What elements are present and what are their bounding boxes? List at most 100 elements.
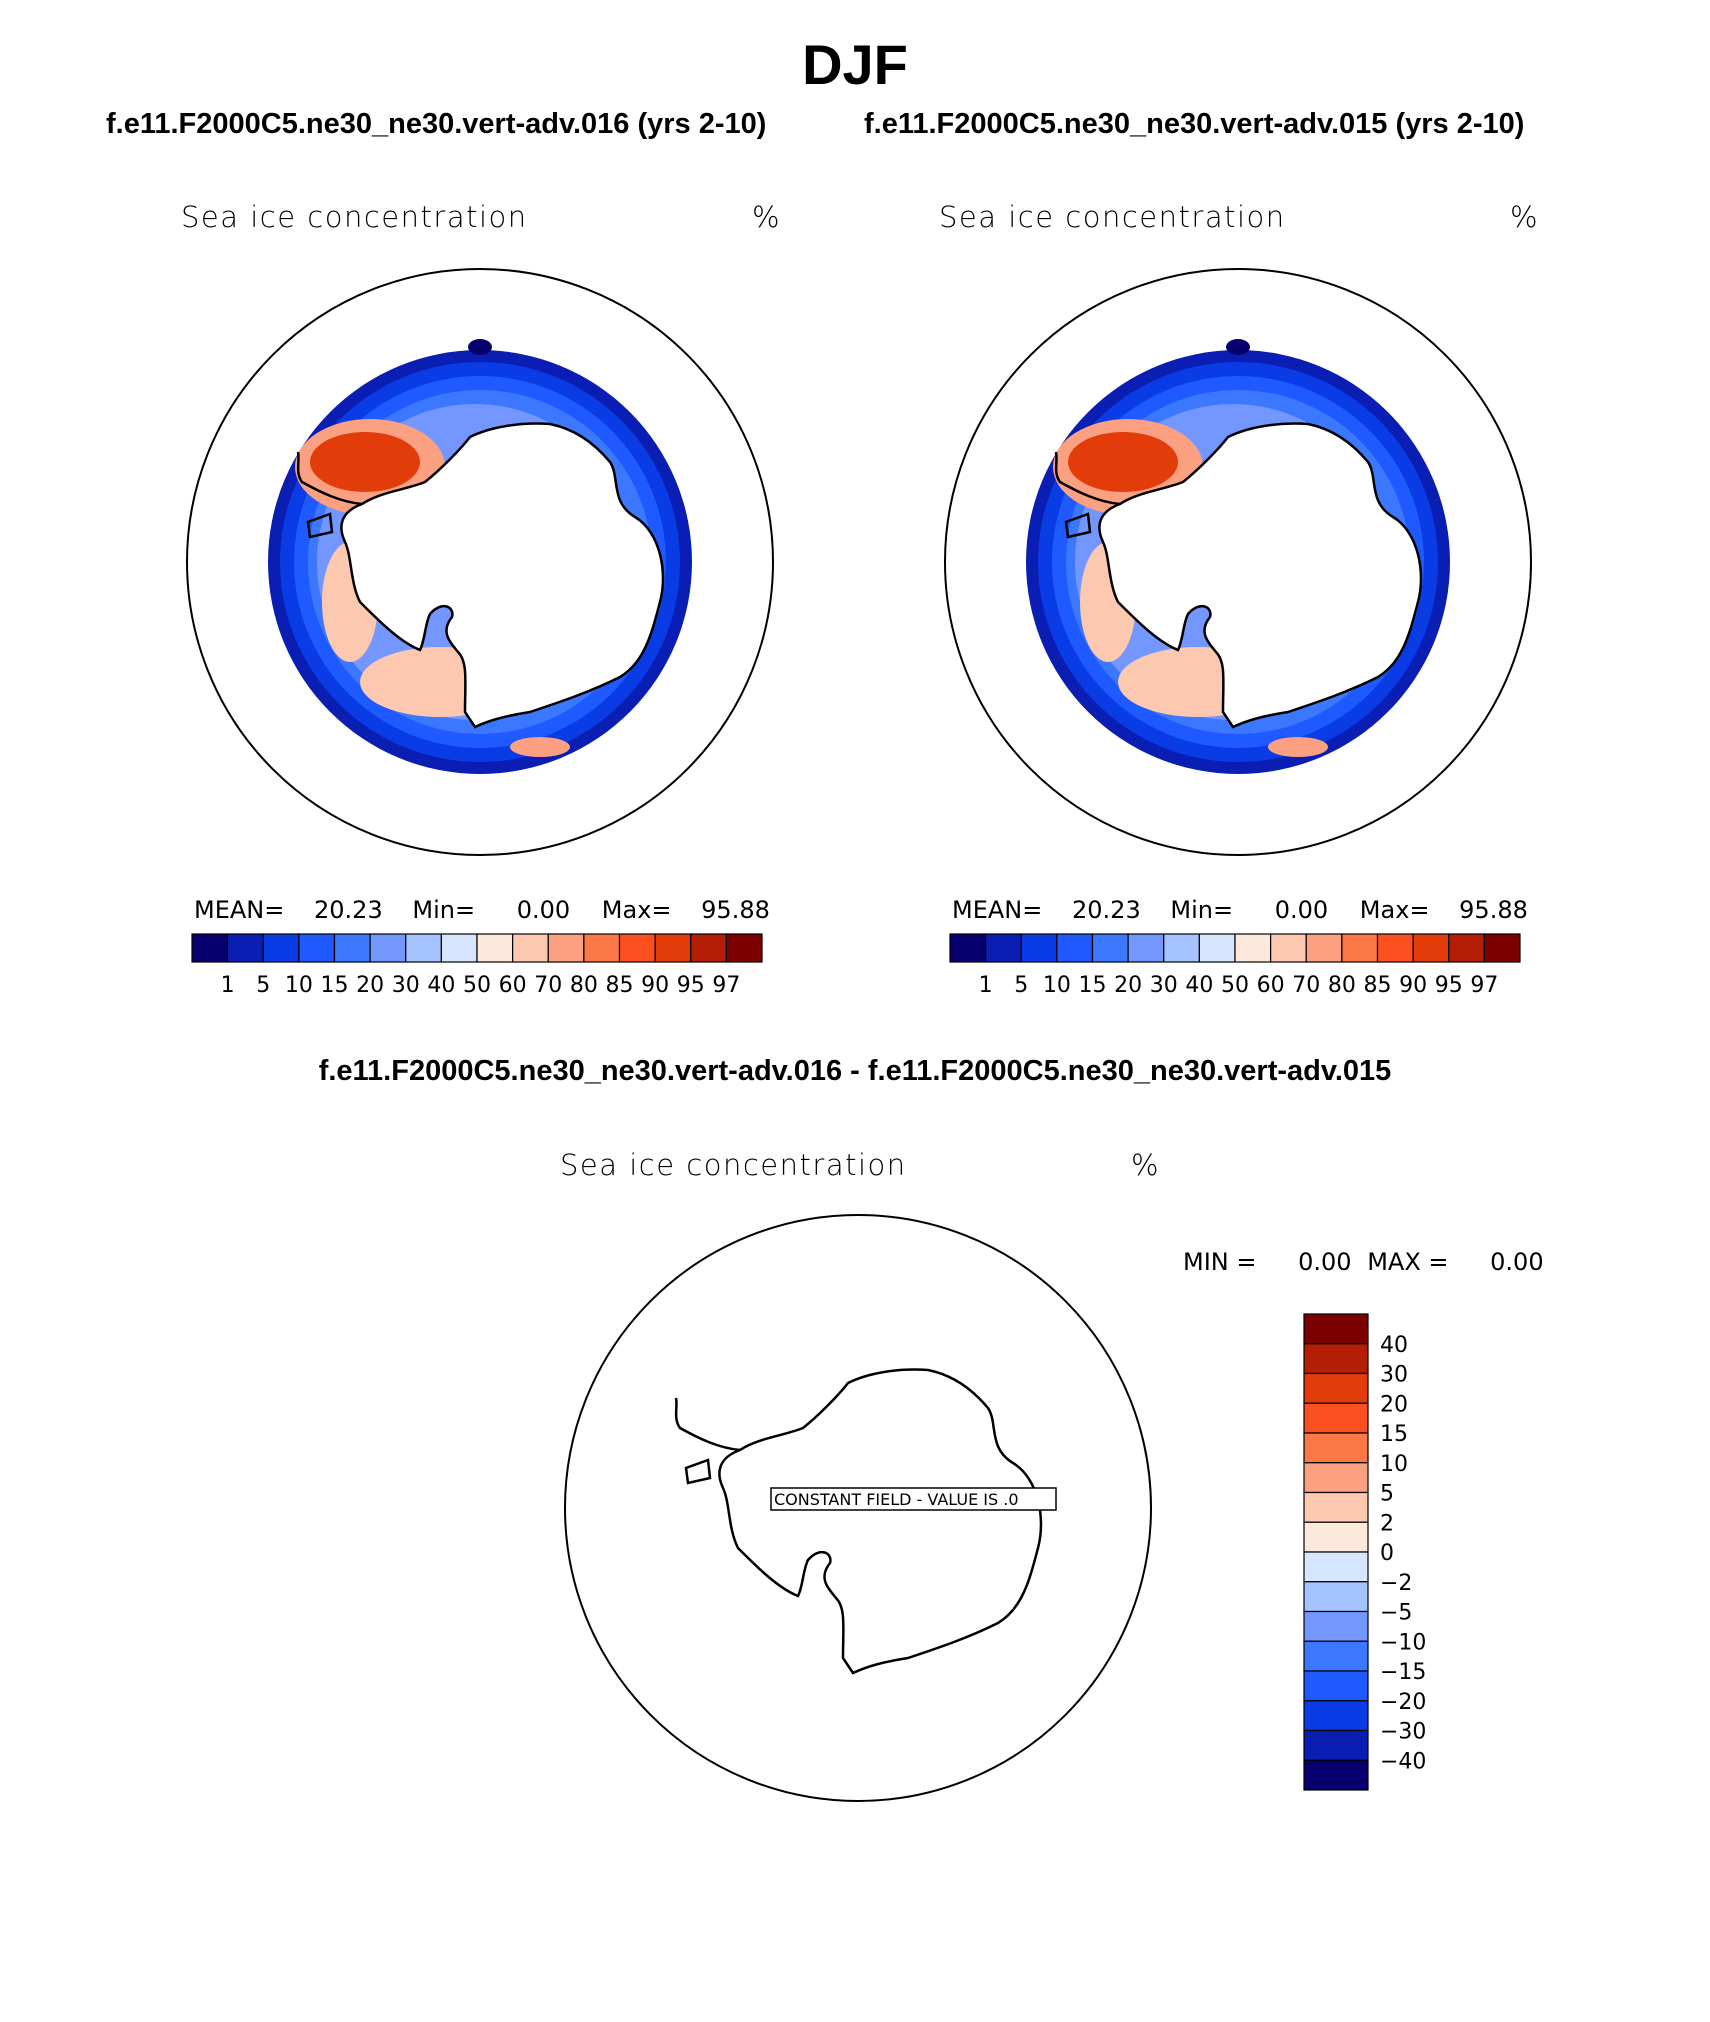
case1-colorbar-swatch	[369, 933, 407, 963]
diff-max-value: 0.00	[1490, 1248, 1544, 1276]
case1-colorbar-tick-label: 97	[712, 973, 740, 998]
case1-min-value: 0.00	[516, 896, 571, 924]
case2-colorbar-swatch	[1127, 933, 1165, 963]
diff-colorbar-tick-label: 30	[1380, 1363, 1408, 1388]
case1-colorbar-swatch	[583, 933, 621, 963]
case2-colorbar-swatch	[1376, 933, 1414, 963]
case2-colorbar-swatch	[1091, 933, 1129, 963]
case2-colorbar-tick-label: 50	[1221, 973, 1249, 998]
case1-colorbar-tick-label: 60	[499, 973, 527, 998]
case1-colorbar-swatch	[512, 933, 549, 963]
diff-min-value: 0.00	[1298, 1248, 1352, 1276]
case2-colorbar: 1 5 10 15 20 30 40 50 60 70 80 85 90 95 97	[949, 933, 1521, 998]
constant-field-box	[770, 1487, 1057, 1511]
case2-colorbar-tick-label: 85	[1364, 973, 1392, 998]
case2-colorbar-tick-label: 90	[1399, 973, 1427, 998]
diff-colorbar-tick-label: −15	[1380, 1660, 1426, 1685]
diff-colorbar-swatch	[1303, 1372, 1369, 1404]
case1-colorbar-swatch	[405, 933, 442, 963]
case2-mean-value: 20.23	[1072, 896, 1141, 924]
case1-stats: MEAN= 20.23 Min= 0.00 Max= 95.88	[194, 896, 770, 924]
case1-colorbar-tick-label: 85	[606, 973, 634, 998]
diff-colorbar-tick-label: −2	[1380, 1571, 1412, 1596]
case1-title: f.e11.F2000C5.ne30_ne30.vert-adv.016 (yr…	[106, 108, 767, 140]
case1-colorbar-swatch	[725, 933, 763, 963]
case1-colorbar-tick-label: 30	[392, 973, 420, 998]
case1-colorbar-tick-label: 80	[570, 973, 598, 998]
case2-colorbar-tick-label: 80	[1328, 973, 1356, 998]
case1-colorbar-tick-label: 5	[256, 973, 270, 998]
case1-colorbar-tick-label: 95	[677, 973, 705, 998]
case2-colorbar-tick-label: 20	[1114, 973, 1142, 998]
case1-colorbar-tick-label: 10	[285, 973, 313, 998]
case2-units-label: %	[1510, 200, 1540, 234]
case2-stats: MEAN= 20.23 Min= 0.00 Max= 95.88	[952, 896, 1528, 924]
diff-colorbar-swatch	[1303, 1343, 1369, 1375]
case1-colorbar-swatch	[476, 933, 514, 963]
case2-colorbar-swatch	[1483, 933, 1521, 963]
case2-mean-label: MEAN=	[952, 896, 1043, 924]
case1-max-value: 95.88	[701, 896, 770, 924]
case1-colorbar-tick-label: 50	[463, 973, 491, 998]
case1-mean-label: MEAN=	[194, 896, 285, 924]
case1-max-label: Max=	[601, 896, 672, 924]
case1-colorbar: 1 5 10 15 20 30 40 50 60 70 80 85 90 95 97	[191, 933, 763, 998]
case2-map-boundary	[944, 268, 1532, 856]
case2-colorbar-tick-label: 15	[1079, 973, 1107, 998]
diff-colorbar-tick-label: 2	[1380, 1511, 1394, 1536]
case2-min-label: Min=	[1170, 896, 1234, 924]
diff-colorbar-swatch	[1303, 1462, 1369, 1494]
diff-min-label: MIN =	[1183, 1248, 1257, 1276]
diff-colorbar-tick-label: 40	[1380, 1333, 1408, 1358]
diff-colorbar-swatch	[1303, 1759, 1369, 1791]
case1-colorbar-swatch	[654, 933, 692, 963]
case1-min-label: Min=	[412, 896, 476, 924]
diff-units-label: %	[1131, 1148, 1161, 1182]
diff-land	[674, 1368, 1043, 1675]
case2-colorbar-swatch	[1163, 933, 1200, 963]
diff-colorbar-swatch	[1303, 1313, 1369, 1345]
case2-min-value: 0.00	[1274, 896, 1329, 924]
case1-colorbar-swatch	[690, 933, 727, 963]
diff-colorbar-swatch	[1303, 1729, 1369, 1761]
diff-colorbar-tick-label: 10	[1380, 1452, 1408, 1477]
diff-max-label: MAX =	[1367, 1248, 1449, 1276]
case2-colorbar-tick-label: 1	[979, 973, 993, 998]
case2-colorbar-swatch	[1305, 933, 1343, 963]
case1-polar-map	[186, 268, 774, 856]
diff-colorbar-swatch	[1303, 1670, 1369, 1702]
case2-colorbar-swatch	[1234, 933, 1272, 963]
case1-colorbar-swatch	[547, 933, 585, 963]
case1-colorbar-swatch	[333, 933, 371, 963]
case2-colorbar-swatch	[1270, 933, 1307, 963]
case2-colorbar-tick-label: 70	[1292, 973, 1320, 998]
diff-colorbar-swatch	[1303, 1491, 1369, 1523]
diff-colorbar-swatch	[1303, 1521, 1369, 1553]
diff-colorbar-tick-label: −30	[1380, 1720, 1426, 1745]
diff-colorbar-swatch	[1303, 1432, 1369, 1464]
case2-colorbar-tick-label: 97	[1470, 973, 1498, 998]
case1-colorbar-tick-label: 20	[356, 973, 384, 998]
diff-colorbar-tick-label: −20	[1380, 1690, 1426, 1715]
case2-title: f.e11.F2000C5.ne30_ne30.vert-adv.015 (yr…	[864, 108, 1525, 140]
diff-colorbar-swatch	[1303, 1551, 1369, 1583]
case2-max-value: 95.88	[1459, 896, 1528, 924]
diff-colorbar-tick-label: 20	[1380, 1392, 1408, 1417]
diff-colorbar-swatch	[1303, 1610, 1369, 1642]
case1-colorbar-swatch	[191, 933, 229, 963]
diff-colorbar-swatch	[1303, 1581, 1369, 1613]
case2-variable-label: Sea ice concentration	[939, 200, 1286, 234]
case2-colorbar-swatch	[1056, 933, 1094, 963]
diff-colorbar-tick-label: 5	[1380, 1482, 1394, 1507]
diff-stats: MIN = 0.00 MAX = 0.00	[1183, 1248, 1544, 1276]
case2-colorbar-swatch	[985, 933, 1022, 963]
difference-title: f.e11.F2000C5.ne30_ne30.vert-adv.016 - f…	[318, 1055, 1392, 1087]
case2-colorbar-swatch	[1020, 933, 1058, 963]
diff-colorbar-tick-label: −40	[1380, 1749, 1426, 1774]
case2-colorbar-swatch	[1448, 933, 1485, 963]
case2-colorbar-tick-label: 30	[1150, 973, 1178, 998]
case2-colorbar-tick-label: 60	[1257, 973, 1285, 998]
page-title: DJF	[802, 33, 908, 96]
case1-variable-label: Sea ice concentration	[181, 200, 528, 234]
